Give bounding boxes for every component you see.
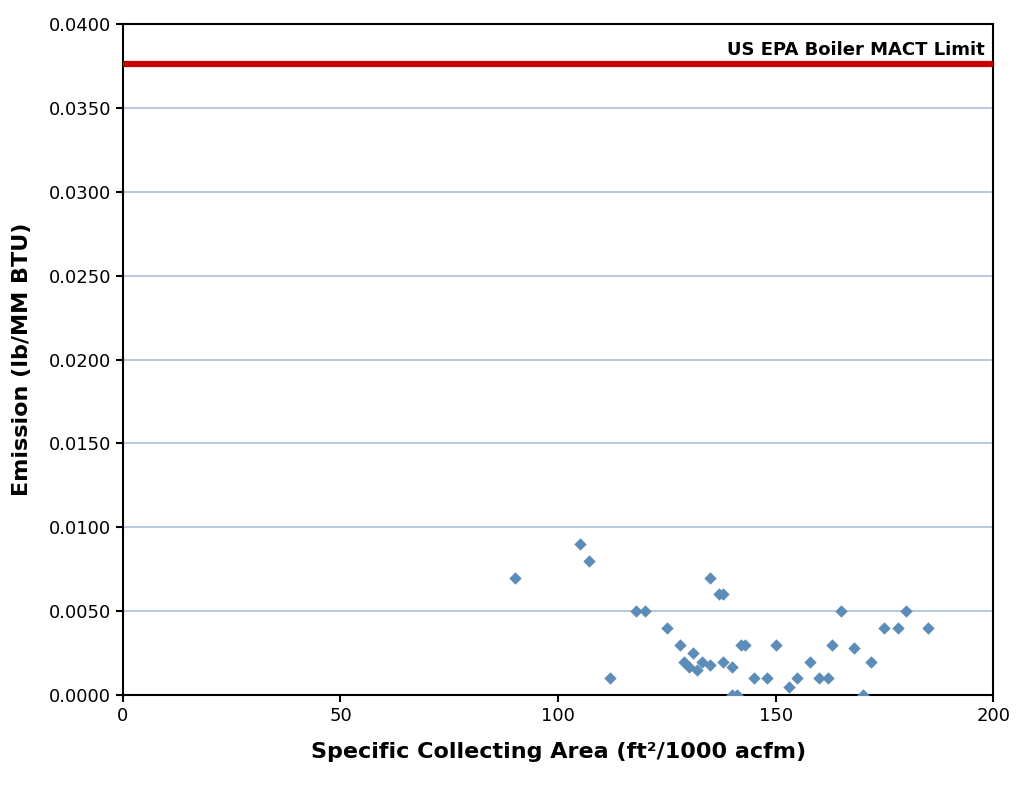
Point [833,605,849,618]
Point [759,672,775,685]
Point [846,642,862,654]
Point [811,672,827,685]
Point [824,638,841,651]
Point [715,588,731,601]
Point [745,672,762,685]
Point [637,605,653,618]
Point [863,655,880,668]
Point [571,538,588,551]
Point [676,655,692,668]
Point [685,647,701,660]
Point [819,672,836,685]
Point [680,660,696,673]
Point [790,672,806,685]
Point [506,571,522,584]
Point [672,638,688,651]
Point [702,658,719,671]
Point [733,638,750,651]
Point [658,622,675,634]
Point [689,663,706,676]
Point [737,638,754,651]
Point [728,689,744,702]
Point [768,638,784,651]
Point [693,655,710,668]
Point [724,689,740,702]
Point [715,655,731,668]
X-axis label: Specific Collecting Area (ft²/1000 acfm): Specific Collecting Area (ft²/1000 acfm) [310,741,806,761]
Point [702,571,719,584]
Point [629,605,645,618]
Point [920,622,936,634]
Point [780,680,797,693]
Text: US EPA Boiler MACT Limit: US EPA Boiler MACT Limit [727,42,985,59]
Point [711,588,727,601]
Point [602,672,618,685]
Point [889,622,906,634]
Point [724,660,740,673]
Point [854,689,870,702]
Point [877,622,893,634]
Point [803,655,819,668]
Point [898,605,914,618]
Y-axis label: Emission (lb/MM BTU): Emission (lb/MM BTU) [12,223,32,496]
Point [581,555,597,567]
